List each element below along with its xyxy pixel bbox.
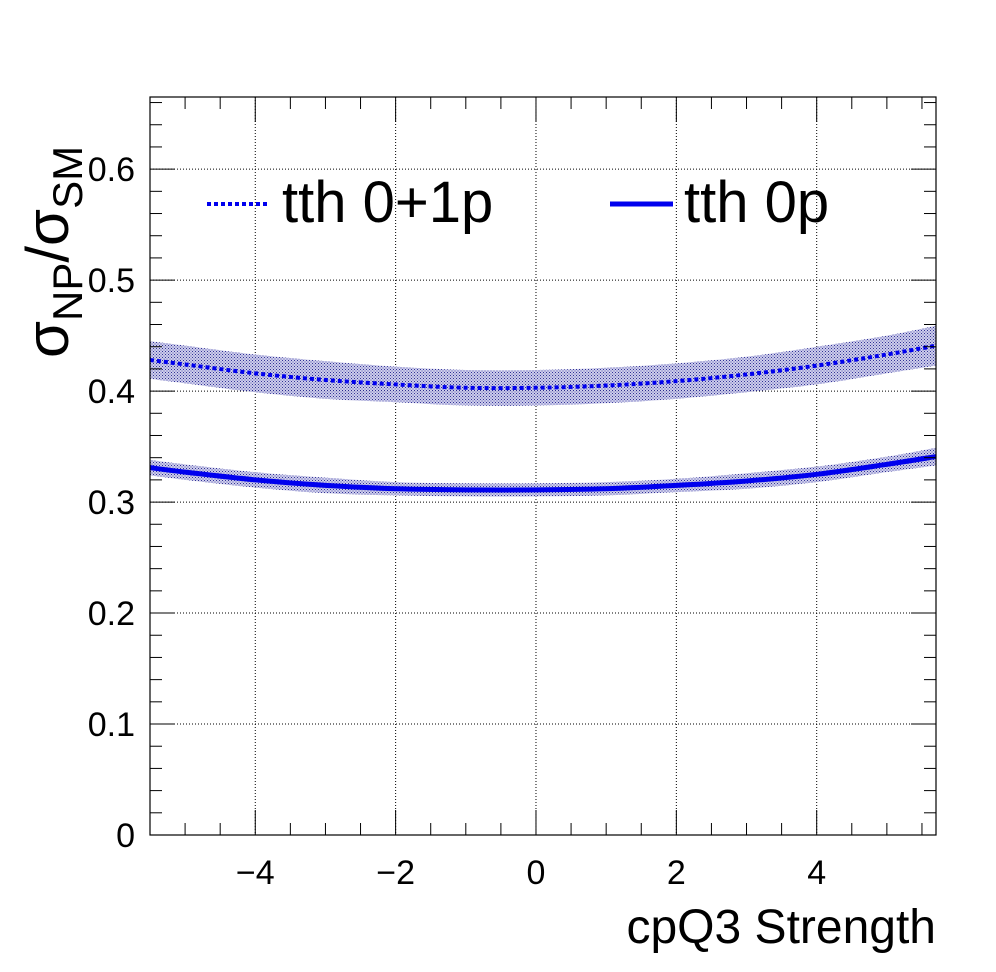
series-0-point-7 xyxy=(606,385,607,386)
uncertainty-band-series-0 xyxy=(150,325,936,406)
series-0-point-10 xyxy=(816,365,817,366)
y-axis-title: σNP/σSM xyxy=(14,146,91,358)
series-0-point-8 xyxy=(676,381,677,382)
series-1-point-8 xyxy=(676,485,677,486)
series-1-point-5 xyxy=(465,489,466,490)
series-0-point-1 xyxy=(185,364,186,365)
frame-rect xyxy=(149,96,937,836)
y-axis-slash: / xyxy=(14,246,81,263)
series-0-point-9 xyxy=(746,374,747,375)
series-1-point-7 xyxy=(606,488,607,489)
y-tick-label-0: 0 xyxy=(116,817,135,855)
series-line-0 xyxy=(149,343,937,391)
y-tick-label-5: 0.5 xyxy=(88,262,135,300)
series-1-point-2 xyxy=(255,479,256,480)
x-tick-label-4: 4 xyxy=(807,854,826,892)
series-1-point-10 xyxy=(816,474,817,475)
series-1-point-3 xyxy=(325,485,326,486)
x-tick-label-2: 0 xyxy=(527,854,546,892)
series-1-point-1 xyxy=(185,472,186,473)
plot-frame xyxy=(149,96,937,836)
y-tick-label-1: 0.1 xyxy=(88,706,135,744)
axis-ticks xyxy=(149,97,936,836)
y-axis-sub-np: NP xyxy=(44,263,91,321)
x-tick-label-1: −2 xyxy=(376,854,415,892)
x-tick-label-3: 2 xyxy=(667,854,686,892)
series-1-point-9 xyxy=(746,480,747,481)
y-tick-label-6: 0.6 xyxy=(88,151,135,189)
y-axis-sigma-1: σ xyxy=(14,321,81,358)
legend: tth 0+1p tth 0p xyxy=(207,170,829,235)
series-0-point-5 xyxy=(465,387,466,388)
series-0-point-3 xyxy=(325,379,326,380)
tick-labels: −4 −2 0 2 4 0 0.1 0.2 0.3 0.4 0.5 0.6 xyxy=(88,151,826,892)
series-0-point-2 xyxy=(255,373,256,374)
legend-label-series-0: tth 0+1p xyxy=(282,170,493,235)
series-1-point-4 xyxy=(395,488,396,489)
series-line-1 xyxy=(149,454,937,493)
series-0-point-11 xyxy=(886,354,887,355)
y-tick-label-3: 0.3 xyxy=(88,484,135,522)
svg-text:σNP/σSM: σNP/σSM xyxy=(14,146,91,358)
series-1-point-11 xyxy=(886,464,887,465)
series-0-point-4 xyxy=(395,384,396,385)
y-tick-label-2: 0.2 xyxy=(88,595,135,633)
x-tick-label-0: −4 xyxy=(236,854,275,892)
grid-lines xyxy=(150,97,936,835)
legend-label-series-1: tth 0p xyxy=(684,170,829,235)
series-1-point-6 xyxy=(535,489,536,490)
series-lines xyxy=(149,343,937,493)
x-axis-title: cpQ3 Strength xyxy=(626,901,936,954)
y-axis-sigma-2: σ xyxy=(14,209,81,246)
y-tick-label-4: 0.4 xyxy=(88,373,135,411)
uncertainty-bands xyxy=(150,325,936,497)
series-0-point-6 xyxy=(535,387,536,388)
y-axis-sub-sm: SM xyxy=(44,146,91,209)
